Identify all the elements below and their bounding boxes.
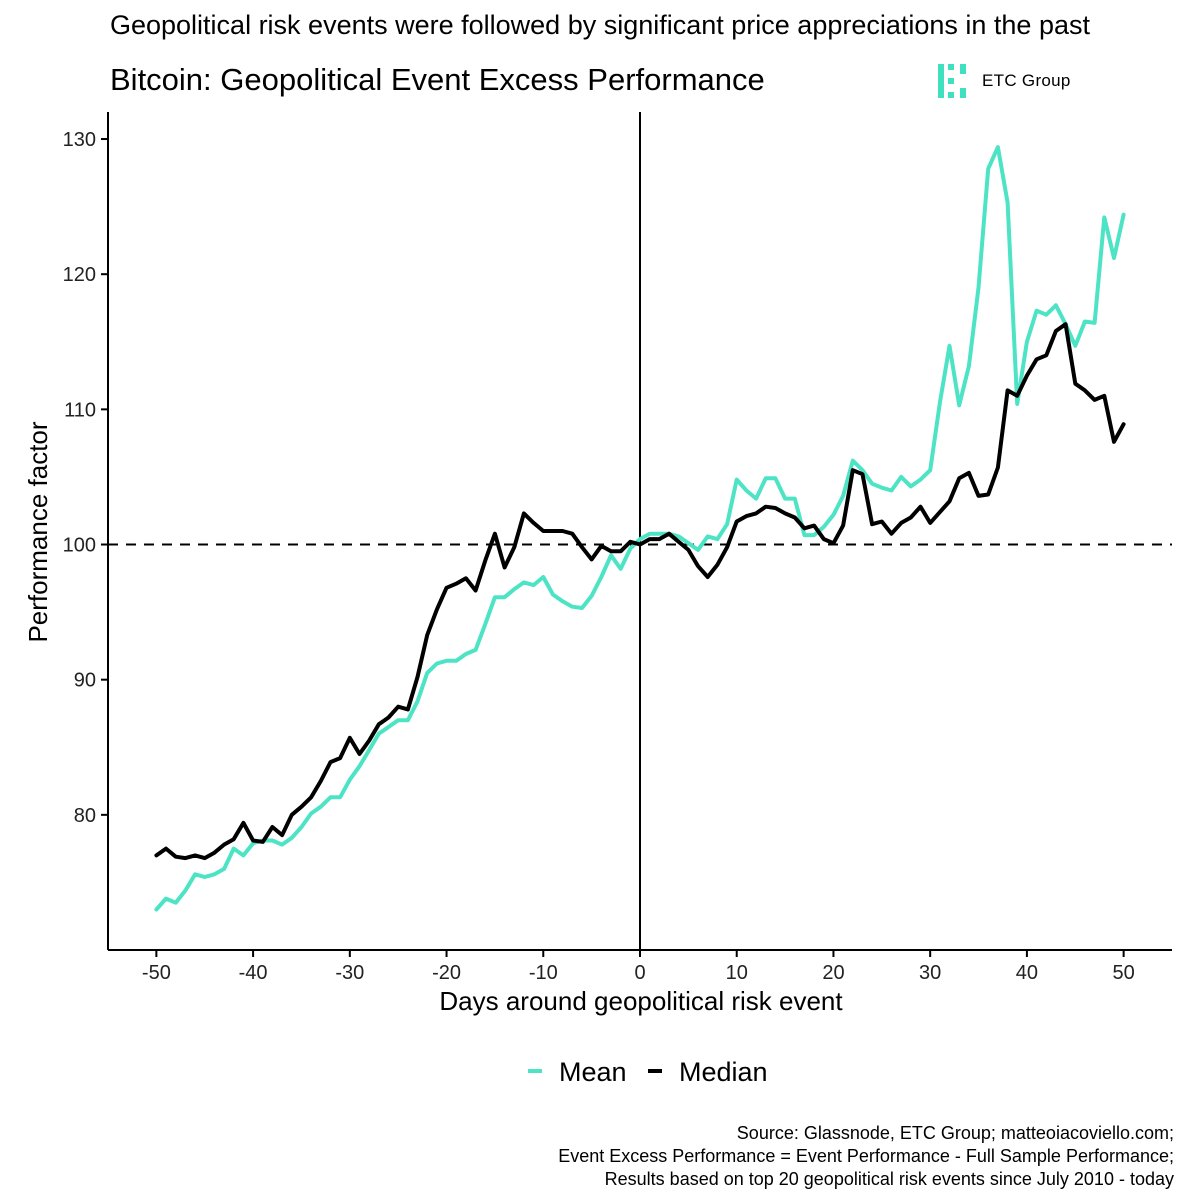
- axes: [101, 112, 1172, 957]
- source-line: Results based on top 20 geopolitical ris…: [604, 1169, 1174, 1189]
- source-notes: Source: Glassnode, ETC Group; matteoiaco…: [558, 1122, 1174, 1191]
- x-tick-label: -40: [239, 962, 268, 984]
- x-axis-label: Days around geopolitical risk event: [439, 986, 843, 1016]
- chart-title: Bitcoin: Geopolitical Event Excess Perfo…: [110, 62, 765, 97]
- series-line-median: [154, 322, 1126, 861]
- legend-label-mean: Mean: [559, 1057, 627, 1087]
- legend-label-median: Median: [679, 1057, 768, 1087]
- reference-lines: [108, 112, 1172, 950]
- logo-text: ETC Group: [982, 71, 1071, 90]
- x-tick-label: -50: [142, 962, 171, 984]
- y-tick-label: 130: [63, 129, 96, 151]
- y-tick-label: 120: [63, 264, 96, 286]
- y-tick-label: 110: [64, 399, 96, 421]
- y-tick-label: 100: [63, 535, 96, 557]
- tick-labels: -50 -40 -30 -20 -10 0 10 20 30 40 50 80 90 100 110 120 1…: [63, 129, 1135, 984]
- etc-group-logo: ETC Group: [938, 64, 1071, 98]
- x-tick-label: 50: [1113, 962, 1135, 984]
- x-tick-label: 30: [919, 962, 941, 984]
- x-tick-label: 0: [634, 962, 645, 984]
- series-line-mean: [154, 145, 1126, 912]
- source-line: Event Excess Performance = Event Perform…: [558, 1146, 1174, 1166]
- chart-headline: Geopolitical risk events were followed b…: [109, 10, 1090, 40]
- source-line: Source: Glassnode, ETC Group; matteoiaco…: [736, 1123, 1174, 1143]
- series-lines: [154, 145, 1126, 912]
- x-tick-label: -30: [335, 962, 364, 984]
- etc-logo-icon: [938, 64, 966, 98]
- y-axis-label: Performance factor: [23, 421, 53, 642]
- legend: Mean Median: [528, 1057, 768, 1087]
- x-tick-label: 40: [1016, 962, 1038, 984]
- y-tick-label: 90: [74, 670, 96, 692]
- y-tick-label: 80: [74, 805, 96, 827]
- x-tick-label: 10: [726, 962, 748, 984]
- x-tick-label: -20: [432, 962, 461, 984]
- x-tick-label: 20: [822, 962, 844, 984]
- x-tick-label: -10: [529, 962, 558, 984]
